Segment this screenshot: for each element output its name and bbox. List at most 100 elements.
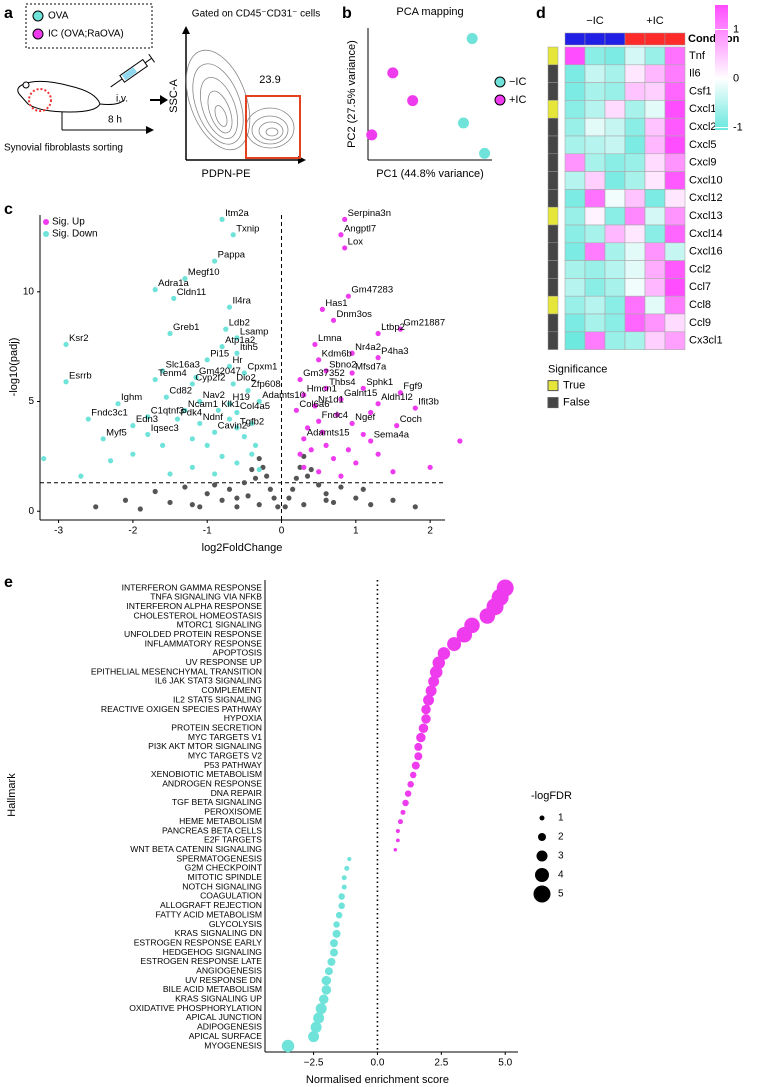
point xyxy=(316,357,322,363)
size-legend-dot xyxy=(536,850,548,862)
arrow-head xyxy=(160,95,168,105)
significance-cell xyxy=(547,100,559,119)
condition-cell xyxy=(584,32,606,46)
point xyxy=(479,147,491,159)
dot xyxy=(310,1021,322,1033)
point xyxy=(182,407,188,413)
x-axis-title: Normalised enrichment score xyxy=(306,1074,449,1086)
point xyxy=(375,401,381,407)
y-tick-label: ESTROGEN RESPONSE LATE xyxy=(140,956,262,966)
dot xyxy=(423,694,435,706)
point xyxy=(193,374,199,380)
y-tick-label: XENOBIOTIC METABOLISM xyxy=(151,769,262,779)
dot xyxy=(425,685,437,697)
heat-cell xyxy=(644,331,666,350)
condition-cell xyxy=(624,32,646,46)
heat-cell xyxy=(604,171,626,190)
background-point xyxy=(122,497,129,503)
heat-cell xyxy=(584,260,606,279)
dot xyxy=(338,902,345,910)
background-point xyxy=(297,464,303,470)
heat-cell xyxy=(604,189,626,208)
dot xyxy=(321,985,332,995)
dot xyxy=(411,761,420,770)
point xyxy=(226,401,233,407)
point-label: Tenm4 xyxy=(158,368,187,379)
heat-cell xyxy=(584,46,606,66)
point xyxy=(249,420,255,427)
point xyxy=(152,376,158,383)
size-legend-dot xyxy=(533,885,551,903)
heat-cell xyxy=(624,242,646,261)
x-tick-label: 0 xyxy=(279,526,285,537)
row-label: Cxcl1 xyxy=(689,103,717,115)
legend-dot xyxy=(32,10,44,22)
size-legend-label: 4 xyxy=(558,870,564,881)
legend-dot xyxy=(32,28,44,40)
significance-label: False xyxy=(563,397,590,409)
point xyxy=(215,407,221,413)
y-tick-label: 10 xyxy=(23,286,35,297)
heat-cell xyxy=(604,313,626,333)
point xyxy=(412,405,418,411)
size-legend-dot xyxy=(538,833,546,841)
mouse-ear xyxy=(22,81,30,89)
condition-label: −IC xyxy=(586,15,603,27)
point xyxy=(319,429,325,435)
heat-cell xyxy=(584,171,606,190)
background-point xyxy=(323,491,329,497)
point-label: Cavin2 xyxy=(218,421,248,432)
point-label: H19 xyxy=(232,392,249,403)
y-tick-label: REACTIVE OXIGEN SPECIES PATHWAY xyxy=(101,704,262,714)
point xyxy=(308,447,314,453)
dot xyxy=(407,781,414,788)
point xyxy=(466,33,478,45)
significance-cell xyxy=(547,331,559,350)
dot xyxy=(332,929,341,938)
y-tick-label: HEME METABOLISM xyxy=(179,816,262,826)
route: i.v. xyxy=(116,94,128,105)
dot xyxy=(319,994,329,1005)
panel-a: a OVA IC (OVA;RaOVA) i.v. 8 h Synovial f… xyxy=(4,3,320,180)
point xyxy=(256,398,262,405)
x-tick-label: -2 xyxy=(128,526,137,537)
dot xyxy=(330,948,338,957)
dot xyxy=(418,723,429,733)
dot xyxy=(335,911,343,919)
point-label: Aldh1l2 xyxy=(381,392,413,403)
heat-cell xyxy=(644,153,666,172)
heat-cell xyxy=(604,260,626,279)
y-tick-label: EPITHELIAL MESENCHYMAL TRANSITION xyxy=(91,666,262,676)
y-tick-label: PROTEIN SECRETION xyxy=(171,722,262,732)
y-tick-label: ALLOGRAFT REJECTION xyxy=(160,900,262,910)
point xyxy=(219,216,225,222)
point xyxy=(338,396,344,402)
flow-x-label: PDPN-PE xyxy=(202,168,251,180)
point xyxy=(323,368,329,374)
y-tick-label: ADIPOGENESIS xyxy=(197,1022,262,1032)
point xyxy=(390,469,396,475)
point xyxy=(107,458,114,464)
point-label: Hr xyxy=(232,355,242,366)
heat-cell xyxy=(664,64,686,83)
dot xyxy=(414,752,423,761)
point xyxy=(130,423,136,429)
background-point xyxy=(197,504,203,510)
heat-cell xyxy=(564,278,586,297)
point xyxy=(394,423,400,429)
point xyxy=(230,381,236,387)
point xyxy=(375,330,381,337)
heat-cell xyxy=(604,206,626,226)
background-point xyxy=(234,495,240,501)
heat-cell xyxy=(584,295,606,315)
point xyxy=(342,216,348,222)
point xyxy=(397,326,404,332)
heat-cell xyxy=(584,206,606,226)
heat-cell xyxy=(604,64,626,83)
heat-cell xyxy=(584,64,606,83)
point-label: Thbs4 xyxy=(329,377,355,388)
y-tick-label: E2F TARGETS xyxy=(204,835,262,845)
legend-label: Sig. Up xyxy=(52,217,85,228)
background-point xyxy=(293,475,299,481)
point-label: Galnt15 xyxy=(344,388,377,399)
